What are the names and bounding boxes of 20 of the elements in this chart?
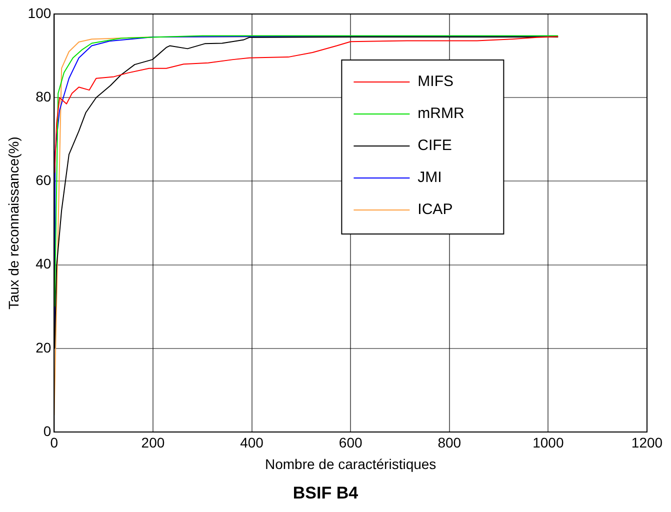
y-tick-label: 40 [36,256,52,272]
text: BSIF B4 [292,483,359,502]
y-tick-label: 20 [36,339,52,356]
legend-label: ICAP [418,201,453,218]
x-tick-label: 400 [240,434,264,450]
y-axis-title: Taux de reconnaissance(%) [5,136,22,310]
y-tick-label: 80 [36,88,52,104]
x-tick-label: 800 [438,434,462,450]
legend-label: MIFS [418,73,454,90]
x-tick-label: 600 [338,434,362,450]
x-axis-title: Nombre de caractéristiques [264,456,436,472]
y-tick-label: 100 [28,4,52,21]
legend-label: CIFE [418,137,452,154]
y-tick-label: 60 [36,172,52,188]
x-tick-label: 1200 [631,434,663,450]
x-tick-label: 200 [141,434,165,450]
legend-label: JMI [418,169,442,186]
y-tick-label: 0 [43,422,52,439]
x-tick-label: 1000 [532,434,564,450]
legend-label: mRMR [418,105,465,122]
